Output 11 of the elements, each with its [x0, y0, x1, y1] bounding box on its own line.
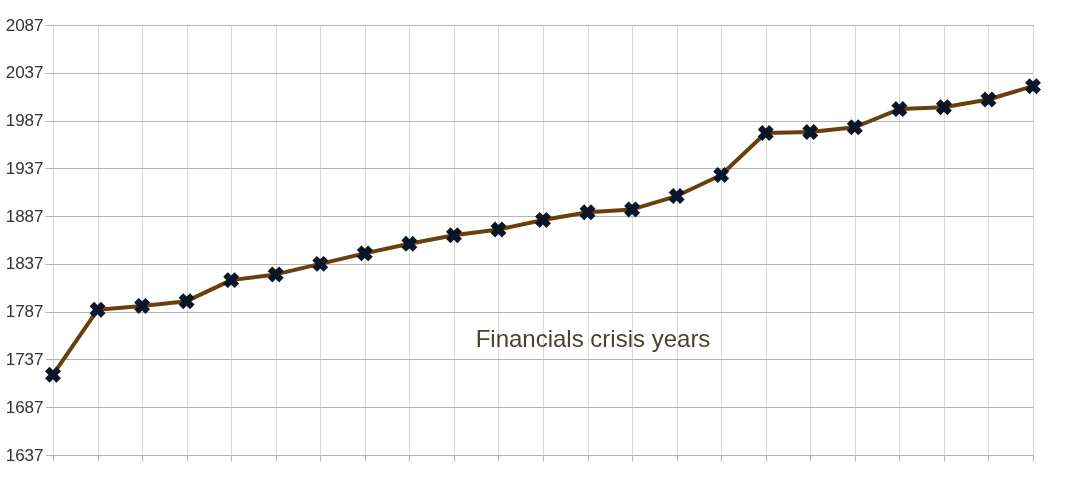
y-tick-label: 1887 [5, 206, 44, 226]
y-tick-label: 1637 [5, 445, 44, 465]
y-tick-label: 1987 [5, 111, 44, 131]
y-tick-label: 1937 [5, 158, 44, 178]
y-tick-label: 1687 [5, 397, 44, 417]
y-tick-label: 1837 [5, 254, 44, 274]
y-tick-label: 2087 [5, 15, 44, 35]
y-tick-label: 1737 [5, 349, 44, 369]
annotation: Financials crisis years [475, 325, 711, 352]
y-tick-label: 1787 [5, 302, 44, 322]
y-tick-label: 2037 [5, 63, 44, 83]
